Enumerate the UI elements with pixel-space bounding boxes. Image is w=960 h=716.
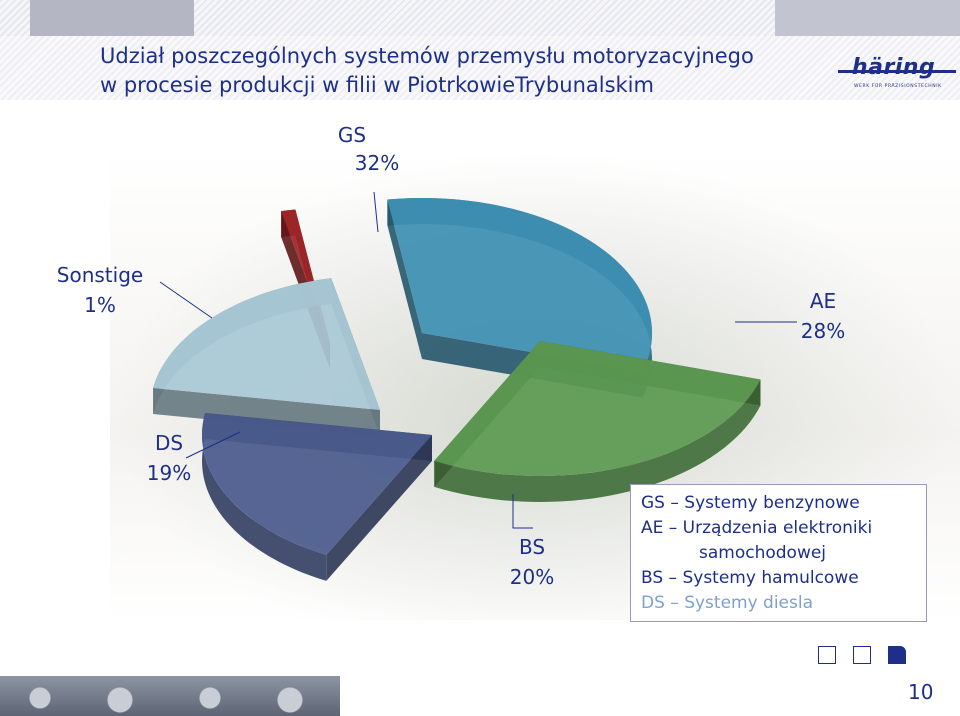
nav-square-3 bbox=[888, 646, 906, 664]
pie-slice-top bbox=[434, 341, 761, 477]
slice-percent-ds: 19% bbox=[147, 461, 191, 485]
pie-slice-wall bbox=[387, 199, 422, 359]
slice-percent-sonstige: 1% bbox=[84, 293, 116, 317]
leader-line-ds bbox=[185, 431, 241, 459]
legend-entry-ds: DS – Systemy diesla bbox=[641, 593, 814, 613]
title-band-corner-right bbox=[775, 0, 960, 36]
slice-percent-gs: 32% bbox=[355, 151, 399, 175]
slice-label-ds: DS bbox=[155, 431, 183, 455]
slice-percent-bs: 20% bbox=[510, 565, 554, 589]
slice-label-bs: BS bbox=[519, 535, 545, 559]
page-number: 10 bbox=[908, 680, 934, 704]
title-band-corner-left bbox=[30, 0, 194, 36]
pie-slice-side bbox=[434, 379, 761, 502]
legend-entry-gs: GS – Systemy benzynowe bbox=[641, 493, 860, 513]
legend-entry-continuation: samochodowej bbox=[699, 543, 827, 563]
chart-legend: GS – Systemy benzynowe AE – Urządzenia el… bbox=[630, 484, 927, 622]
haering-logo: häring WERK FÜR PRÄZISIONSTECHNIK bbox=[838, 54, 958, 96]
pie-slice-side bbox=[202, 413, 327, 581]
leader-line-sonstige bbox=[159, 281, 213, 319]
pie-slice-ds bbox=[153, 278, 380, 436]
header-area bbox=[0, 36, 960, 100]
slice-label-sonstige: Sonstige bbox=[57, 263, 143, 287]
slide-title-line-2: w procesie produkcji w filii w Piotrkowi… bbox=[100, 73, 654, 97]
pie-slice-top bbox=[153, 278, 380, 410]
legend-entry-ae: AE – Urządzenia elektroniki bbox=[641, 518, 873, 538]
bottom-decor-strip bbox=[0, 676, 340, 716]
slide-title: Udział poszczególnych systemów przemysłu… bbox=[100, 42, 840, 100]
pie-slice-wall bbox=[326, 435, 432, 581]
logo-line bbox=[838, 70, 956, 73]
slice-percent-ae: 28% bbox=[801, 319, 845, 343]
slice-label-gs: GS bbox=[338, 123, 366, 147]
nav-square-2 bbox=[853, 646, 871, 664]
pie-slice-bs bbox=[202, 413, 432, 581]
title-band bbox=[0, 0, 960, 36]
slide-title-line-1: Udział poszczególnych systemów przemysłu… bbox=[100, 44, 754, 68]
pie-slice-top bbox=[387, 197, 653, 372]
legend-entry-bs: BS – Systemy hamulcowe bbox=[641, 568, 859, 588]
pie-slice-wall bbox=[153, 388, 380, 436]
slice-label-ae: AE bbox=[810, 289, 836, 313]
pie-slice-ae bbox=[434, 341, 761, 502]
pie-slice-top bbox=[202, 413, 432, 555]
logo-text: häring bbox=[852, 55, 936, 80]
logo-subtext: WERK FÜR PRÄZISIONSTECHNIK bbox=[854, 84, 942, 89]
leader-line-bs bbox=[512, 494, 533, 529]
nav-square-1 bbox=[818, 646, 836, 664]
leader-line-gs bbox=[373, 191, 379, 233]
